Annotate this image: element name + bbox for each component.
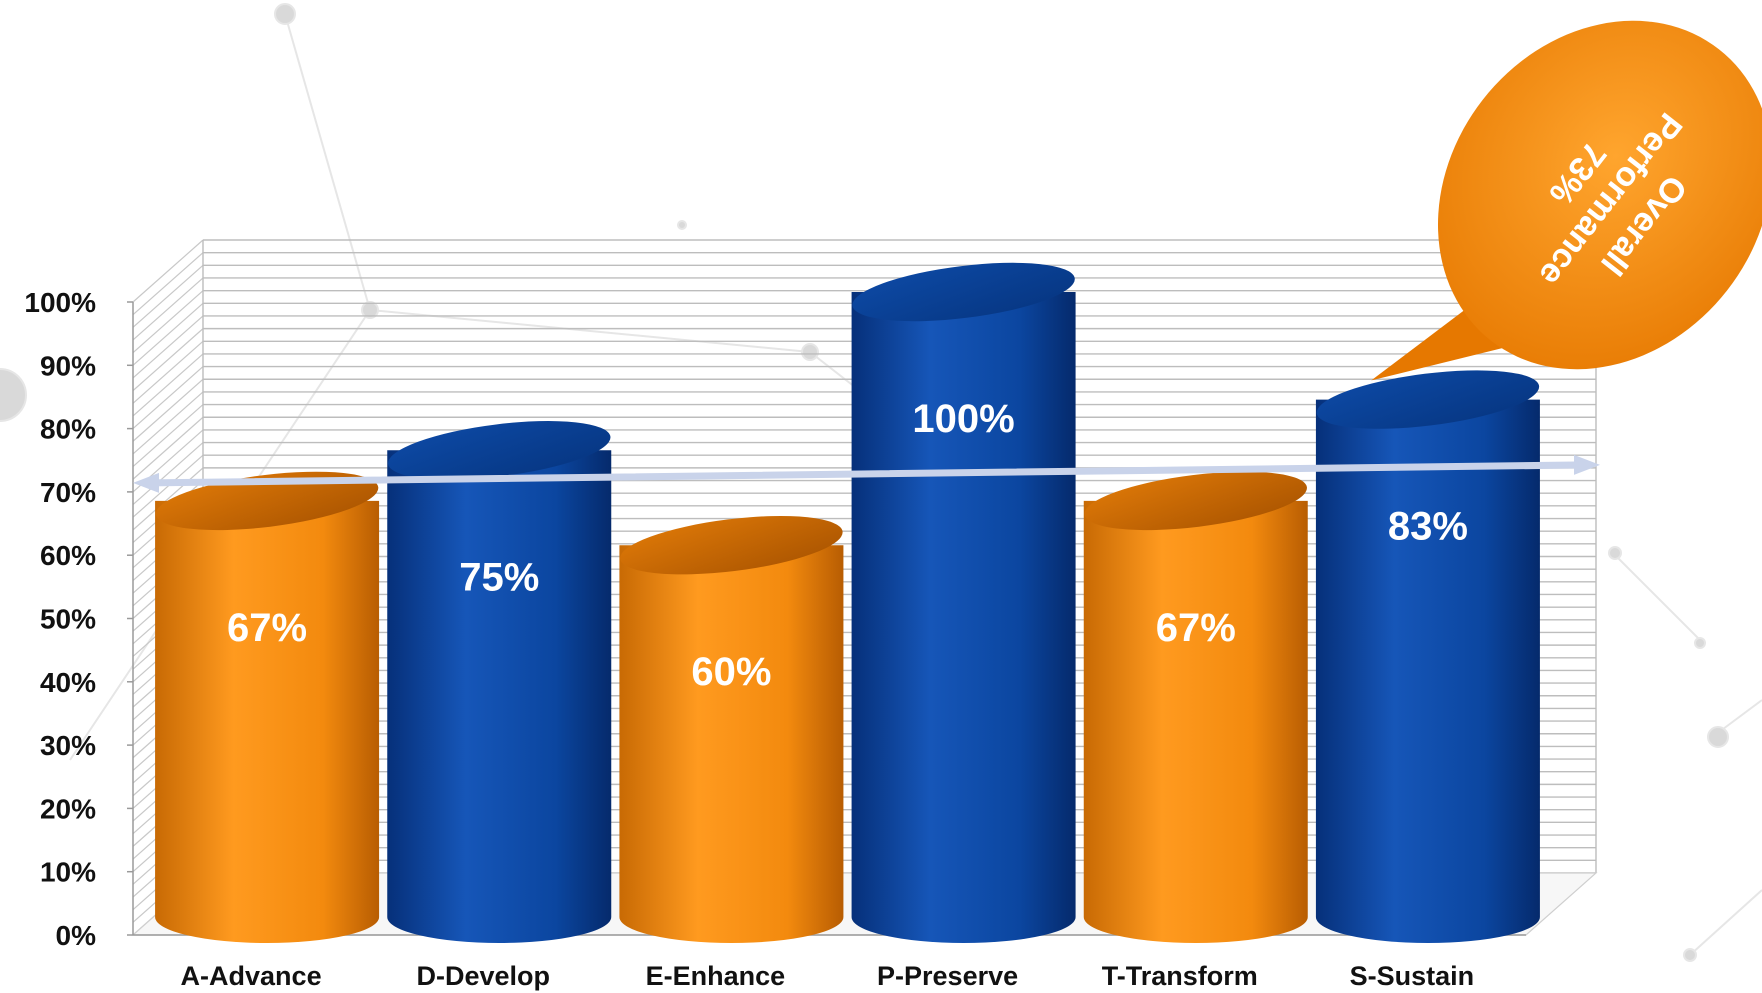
bar-e-enhance: 60% — [619, 516, 844, 944]
y-tick-label: 100% — [24, 287, 96, 318]
bar-body — [1083, 500, 1308, 944]
bar-t-transform: 67% — [1083, 471, 1308, 944]
bar-top — [155, 471, 379, 531]
bar-value-label: 75% — [459, 555, 539, 599]
y-tick-label: 30% — [40, 730, 96, 761]
bar-value-label: 60% — [691, 650, 771, 694]
bar-top — [1316, 370, 1540, 429]
y-tick-label: 90% — [40, 350, 96, 381]
bar-body — [155, 500, 380, 944]
bar-value-label: 83% — [1388, 505, 1468, 549]
background-network-decoration — [0, 3, 1762, 962]
reference-line-arrow-left — [133, 472, 159, 493]
y-tick-label: 0% — [56, 920, 97, 951]
y-axis: 0% 10% 20% 30% 40% 50% 60% 70% 80% 90% 100% — [24, 287, 1526, 951]
bar-top — [620, 516, 843, 575]
callout-ellipse — [1437, 20, 1762, 370]
bar-top — [1084, 471, 1307, 531]
bar-p-preserve: 100% — [851, 262, 1076, 943]
bar-d-develop: 75% — [387, 421, 612, 944]
y-tick-label: 10% — [40, 857, 96, 888]
y-tick-label: 40% — [40, 667, 96, 698]
y-tick-label: 80% — [40, 414, 96, 445]
bar-body — [851, 292, 1076, 943]
category-label: D-Develop — [416, 961, 550, 991]
reference-line-arrow-right — [1574, 454, 1600, 475]
category-label: S-Sustain — [1350, 961, 1475, 991]
y-tick-label: 50% — [40, 604, 96, 635]
bar-value-label: 67% — [1156, 606, 1236, 650]
y-tick-label: 20% — [40, 793, 96, 824]
category-label: A-Advance — [181, 961, 322, 991]
bar-body — [387, 450, 612, 944]
category-label: P-Preserve — [877, 961, 1018, 991]
bar-s-sustain: 83% — [1315, 370, 1540, 944]
bar-value-label: 100% — [912, 397, 1014, 441]
bar-top — [852, 262, 1075, 322]
x-axis: A-Advance D-Develop E-Enhance P-Preserve T-T… — [181, 961, 1475, 991]
y-tick-label: 60% — [40, 540, 96, 571]
bar-value-label: 67% — [227, 606, 307, 650]
category-label: T-Transform — [1102, 961, 1258, 991]
reference-line-stroke — [147, 461, 1590, 487]
bar-body — [619, 545, 844, 944]
bar-body — [1315, 399, 1540, 944]
bar-top — [388, 421, 611, 480]
bar-a-advance: 67% — [155, 471, 380, 944]
category-label: E-Enhance — [646, 961, 786, 991]
y-tick-label: 70% — [40, 477, 96, 508]
bars: 67% 75% 60% 100% 67% 83% — [155, 262, 1540, 944]
reference-line — [133, 454, 1600, 493]
